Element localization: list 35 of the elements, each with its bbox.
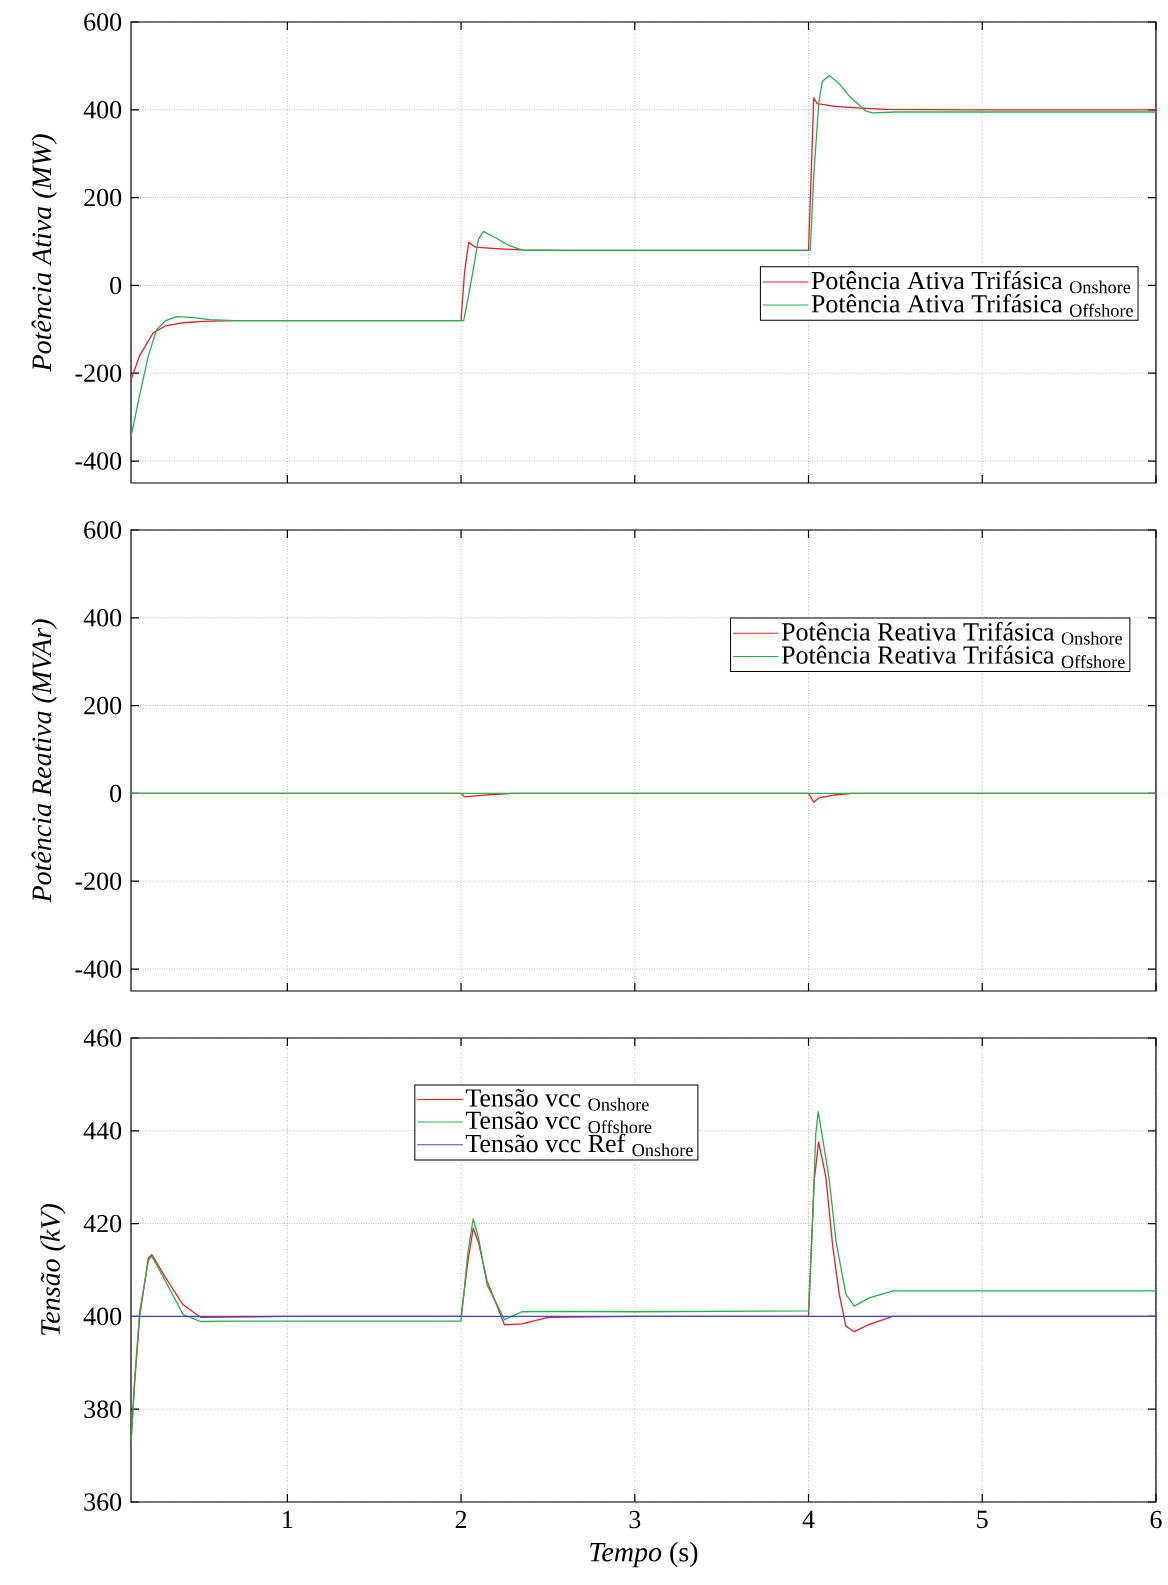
y-tick-label: -200	[75, 872, 122, 890]
y-tick-label: -400	[75, 960, 122, 978]
y-tick-label: 600	[84, 521, 122, 539]
y-tick-label: 400	[83, 609, 122, 627]
x-tick-label: 6	[1150, 1510, 1162, 1529]
x-tick-label: 5	[977, 1510, 988, 1529]
y-tick-label: 200	[84, 188, 122, 207]
y-tick-label: 420	[83, 1214, 122, 1233]
y-tick-label: 600	[84, 13, 122, 31]
y-tick-label: -400	[75, 452, 122, 470]
y-tick-label: 0	[110, 784, 122, 803]
legend-label: Tensão vcc Ref $_{Onshore}$	[465, 1133, 693, 1157]
legend-label: Potência Reativa Trifásica $_{Onshore}$	[781, 622, 1123, 645]
y-axis-title: Tensão (kV)	[40, 1204, 66, 1335]
y-tick-label: 440	[83, 1122, 122, 1140]
x-tick-label: 4	[802, 1510, 815, 1528]
x-tick-label: 2	[455, 1510, 467, 1529]
y-tick-label: 360	[84, 1493, 122, 1511]
x-tick-label: 3	[629, 1510, 641, 1529]
legend-label: Potência Reativa Trifásica $_{Offshore}$	[781, 645, 1125, 669]
legend-label: Tensão vcc $_{Onshore}$	[465, 1088, 649, 1111]
y-tick-label: 0	[110, 276, 122, 295]
x-axis-title: Tempo (s)	[590, 1541, 698, 1568]
y-axis-title: Potência Reativa (MVAr)	[31, 619, 57, 903]
y-tick-label: -200	[75, 364, 122, 382]
legend-label: Potência Ativa Trifásica $_{Offshore}$	[811, 294, 1133, 317]
legend-label: Potência Ativa Trifásica $_{Onshore}$	[811, 270, 1131, 294]
y-tick-label: 400	[83, 1307, 122, 1326]
y-tick-label: 200	[84, 696, 122, 715]
y-axis-title: Potência Ativa (MW)	[31, 134, 57, 372]
legend-label: Tensão vcc $_{Offshore}$	[465, 1111, 652, 1134]
x-tick-label: 1	[283, 1510, 293, 1529]
y-tick-label: 460	[83, 1029, 122, 1047]
y-tick-label: 380	[84, 1400, 122, 1418]
y-tick-label: 400	[83, 101, 122, 119]
